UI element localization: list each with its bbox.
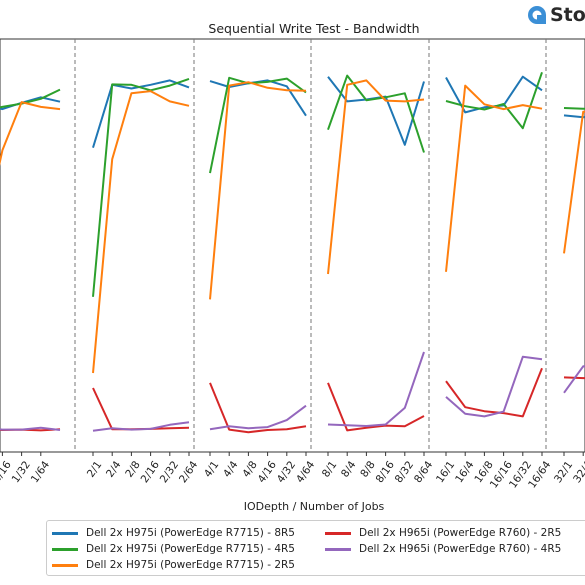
series-line-3-group-5 bbox=[445, 84, 543, 272]
group-dividers bbox=[74, 39, 547, 452]
x-tick-label: 8/1 bbox=[320, 459, 340, 480]
x-tick-label: 4/64 bbox=[294, 459, 318, 485]
series-line-4-group-6 bbox=[563, 376, 585, 380]
series-line-5-group-4 bbox=[327, 351, 425, 427]
x-tick-label: 4/4 bbox=[221, 459, 241, 480]
legend-item-5: Dell 2x H965i (PowerEdge R760) - 4R5 bbox=[325, 543, 561, 555]
x-tick-label: 4/32 bbox=[275, 459, 298, 485]
x-tick-label: 1/32 bbox=[10, 459, 33, 485]
brand-logo-icon bbox=[528, 6, 546, 24]
series-line-4-group-3 bbox=[209, 382, 307, 434]
series-line-2-group-6 bbox=[563, 107, 585, 110]
series-line-5-group-6 bbox=[563, 365, 585, 394]
x-tick-label: 1/16 bbox=[0, 459, 14, 485]
legend-label-5: Dell 2x H965i (PowerEdge R760) - 4R5 bbox=[359, 543, 562, 555]
legend-swatch-5 bbox=[325, 547, 351, 551]
series-line-5-group-2 bbox=[92, 421, 190, 432]
legend-item-4: Dell 2x H965i (PowerEdge R760) - 2R5 bbox=[325, 527, 561, 539]
series-line-4-group-5 bbox=[445, 367, 543, 418]
legend-label-1: Dell 2x H975i (PowerEdge R7715) - 8R5 bbox=[86, 527, 295, 539]
legend-item-3: Dell 2x H975i (PowerEdge R7715) - 2R5 bbox=[52, 559, 295, 571]
x-tick-label: 4/16 bbox=[256, 459, 280, 485]
x-tick-label: 16/1 bbox=[434, 459, 457, 485]
legend-item-1: Dell 2x H975i (PowerEdge R7715) - 8R5 bbox=[52, 527, 295, 539]
legend-label-3: Dell 2x H975i (PowerEdge R7715) - 2R5 bbox=[86, 559, 295, 571]
series-line-4-group-2 bbox=[92, 387, 190, 431]
x-tick-label: 32/1 bbox=[552, 459, 575, 485]
x-tick-label: 2/1 bbox=[85, 459, 105, 480]
legend-swatch-1 bbox=[52, 531, 78, 535]
series-line-5-group-3 bbox=[209, 404, 307, 431]
series-line-2-group-4 bbox=[327, 74, 425, 153]
x-tick-label: 16/4 bbox=[453, 459, 477, 485]
legend-swatch-4 bbox=[325, 531, 351, 535]
series-line-2-group-3 bbox=[209, 76, 307, 174]
x-tick-label: 8/32 bbox=[393, 459, 416, 485]
x-tick-label: 2/32 bbox=[158, 459, 181, 485]
x-tick-label: 2/16 bbox=[139, 459, 163, 485]
x-tick-label: 8/4 bbox=[339, 459, 359, 480]
series-line-5-group-5 bbox=[445, 355, 543, 418]
plot-area bbox=[0, 38, 585, 453]
brand-logo: Sto bbox=[527, 4, 585, 26]
x-axis-label: IODepth / Number of Jobs bbox=[244, 500, 385, 513]
series-lines bbox=[0, 71, 585, 434]
series-line-3-group-3 bbox=[209, 81, 307, 300]
chart-title: Sequential Write Test - Bandwidth bbox=[208, 21, 419, 36]
x-tick-label: 8/16 bbox=[374, 459, 398, 485]
chart-legend: Dell 2x H975i (PowerEdge R7715) - 8R5 De… bbox=[46, 520, 585, 576]
series-line-2-group-2 bbox=[92, 77, 190, 297]
series-line-4-group-4 bbox=[327, 382, 425, 432]
legend-label-2: Dell 2x H975i (PowerEdge R7715) - 4R5 bbox=[86, 543, 295, 555]
x-ticks bbox=[1, 452, 584, 456]
x-tick-label: 8/64 bbox=[412, 459, 436, 485]
x-tick-label: 32/4 bbox=[571, 459, 585, 485]
x-tick-label: 2/64 bbox=[177, 459, 201, 485]
x-tick-label: 4/1 bbox=[202, 459, 222, 480]
series-line-3-group-2 bbox=[92, 90, 190, 374]
legend-label-4: Dell 2x H965i (PowerEdge R760) - 2R5 bbox=[359, 527, 562, 539]
x-tick-label: 1/64 bbox=[29, 459, 53, 485]
series-line-5-group-1 bbox=[0, 426, 61, 431]
series-line-3-group-6 bbox=[563, 110, 585, 254]
series-line-3-group-4 bbox=[327, 79, 425, 275]
legend-swatch-2 bbox=[52, 547, 78, 551]
x-tick-labels: 1/161/321/64 2/1 2/4 2/82/162/322/64 4/1 4/4 4… bbox=[0, 459, 585, 491]
series-line-3-group-1 bbox=[0, 101, 61, 166]
legend-item-2: Dell 2x H975i (PowerEdge R7715) - 4R5 bbox=[52, 543, 295, 555]
brand-logo-text: Sto bbox=[550, 4, 585, 26]
x-tick-label: 2/4 bbox=[104, 459, 124, 480]
legend-swatch-3 bbox=[52, 563, 78, 567]
